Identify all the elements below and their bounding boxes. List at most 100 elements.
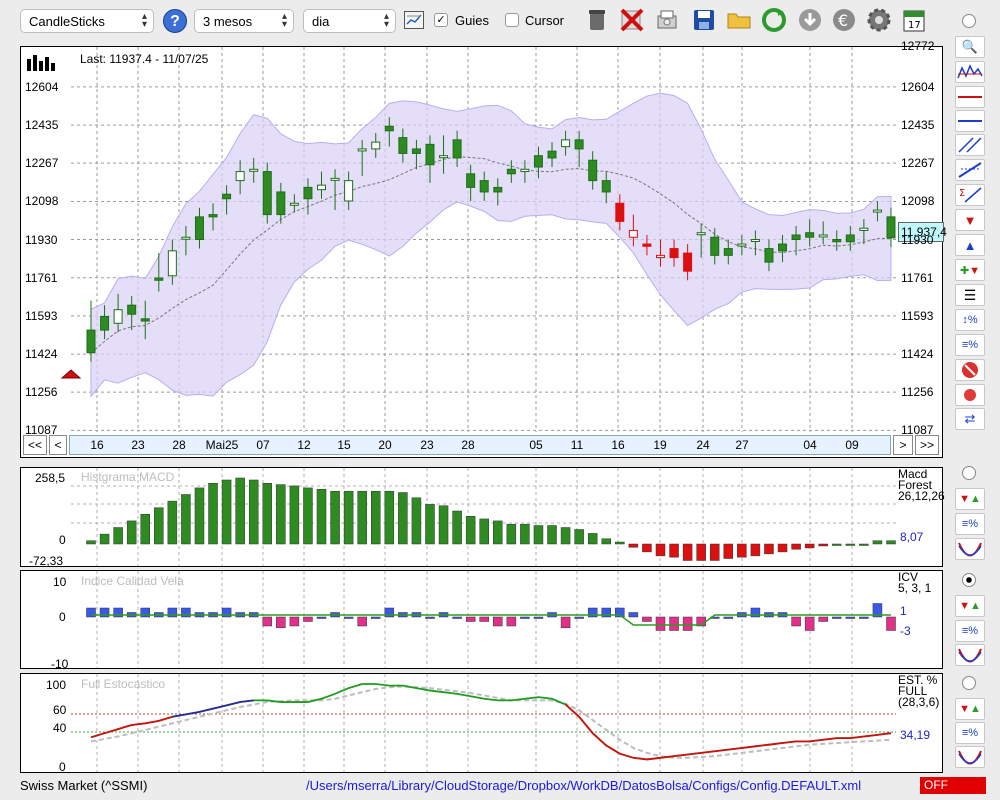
- stoch-arrows-button[interactable]: ▼▲: [955, 698, 985, 720]
- scale-percent-button[interactable]: ↕%: [955, 309, 985, 331]
- last-price-label: Last: 11937.4 - 11/07/25: [80, 52, 209, 66]
- price-chart-panel[interactable]: Last: 11937.4 - 11/07/25 11.937,4 << < >…: [20, 39, 947, 458]
- nav-next-button[interactable]: >: [893, 435, 913, 455]
- candle-body: [791, 234, 801, 240]
- chart-type-select[interactable]: CandleSticks ▴ ▾: [20, 9, 154, 33]
- guides-checkbox[interactable]: ✓: [434, 13, 448, 27]
- sync-icon: ⇄: [964, 411, 976, 426]
- macd-bar: [113, 527, 123, 545]
- candle-body: [357, 148, 367, 152]
- macd-bar: [208, 483, 218, 545]
- delete-icon[interactable]: [618, 6, 646, 34]
- horizontal-line-blue-button[interactable]: [955, 110, 985, 132]
- y-axis-label: 12604: [901, 79, 935, 94]
- off-status-badge[interactable]: OFF: [920, 777, 986, 794]
- icv-percent-button[interactable]: ≡%: [955, 620, 985, 642]
- icv-chart-svg[interactable]: [21, 571, 942, 668]
- config-path-link[interactable]: /Users/mserra/Library/CloudStorage/Dropb…: [306, 778, 862, 793]
- icv-panel[interactable]: Indice Calidad Vela 10 0 -10 ICV 5, 3, 1 …: [20, 570, 943, 671]
- y-axis-label: 11256: [25, 385, 58, 400]
- trendline-tool-button[interactable]: [955, 159, 985, 181]
- x-axis-label: 24: [696, 438, 710, 452]
- macd-bar: [859, 543, 869, 546]
- print-icon[interactable]: [653, 6, 681, 34]
- stoch-curve-button[interactable]: [955, 746, 985, 768]
- interval-select[interactable]: dia ▴ ▾: [303, 9, 396, 33]
- cursor-checkbox[interactable]: [505, 13, 519, 27]
- macd-percent-button[interactable]: ≡%: [955, 513, 985, 535]
- lines-percent-button[interactable]: ≡%: [955, 334, 985, 356]
- y-axis-label: 11256: [901, 385, 934, 400]
- stoch-legend-1: EST. %: [898, 673, 938, 687]
- open-folder-icon[interactable]: [725, 6, 753, 34]
- chart-settings-icon[interactable]: [404, 11, 424, 29]
- icv-panel-radio[interactable]: [962, 573, 976, 587]
- icv-bar: [493, 616, 503, 627]
- candle-body: [330, 177, 340, 181]
- period-select[interactable]: 3 mesos ▴ ▾: [194, 9, 294, 33]
- fibonacci-tool-button[interactable]: Σ: [955, 184, 985, 206]
- icv-bar: [642, 616, 652, 622]
- candle-body: [764, 248, 774, 263]
- icv-bar: [384, 607, 395, 618]
- price-chart-svg[interactable]: [21, 47, 942, 457]
- stop-button[interactable]: [955, 359, 985, 381]
- channel-tool-button[interactable]: [955, 134, 985, 156]
- grid-lines-button[interactable]: ☰: [955, 284, 985, 306]
- indicator-tool-button[interactable]: [955, 61, 985, 83]
- currency-icon[interactable]: €: [830, 6, 858, 34]
- zoom-tool-button[interactable]: 🔍: [955, 36, 985, 58]
- macd-bar: [642, 543, 652, 553]
- icv-curve-button[interactable]: [955, 644, 985, 666]
- help-icon[interactable]: ?: [163, 9, 187, 33]
- stoch-legend-3: (28,3,6): [898, 695, 940, 709]
- sync-button[interactable]: ⇄: [955, 408, 985, 430]
- x-axis-label: 05: [529, 438, 543, 452]
- macd-chart-svg[interactable]: [21, 468, 942, 566]
- candle-body: [384, 125, 394, 132]
- stochastic-panel[interactable]: Full Estocastico 100 60 40 0 EST. % FULL(…: [20, 673, 943, 774]
- candle-body: [547, 150, 557, 159]
- buy-signal-button[interactable]: ▲: [955, 234, 985, 256]
- macd-curve-button[interactable]: [955, 538, 985, 560]
- y-axis-label: 11424: [901, 347, 934, 362]
- arrows-icon: ▼▲: [959, 600, 981, 612]
- nav-last-button[interactable]: >>: [915, 435, 939, 455]
- main-panel-radio[interactable]: [962, 14, 976, 28]
- macd-panel-radio[interactable]: [962, 466, 976, 480]
- save-icon[interactable]: [690, 6, 718, 34]
- settings-icon[interactable]: [865, 6, 893, 34]
- candle-body: [289, 202, 299, 206]
- macd-bar: [235, 477, 245, 545]
- icv-bar: [818, 616, 828, 622]
- sell-signal-button[interactable]: ▼: [955, 209, 985, 231]
- candle-body: [140, 318, 150, 322]
- horizontal-line-red-button[interactable]: [955, 86, 985, 108]
- curve-icon: [958, 648, 982, 663]
- icv-arrows-button[interactable]: ▼▲: [955, 595, 985, 617]
- candle-body: [181, 236, 191, 240]
- stoch-panel-radio[interactable]: [962, 676, 976, 690]
- nav-first-button[interactable]: <<: [23, 435, 47, 455]
- time-scrollbar[interactable]: [69, 435, 891, 455]
- icv-bar: [750, 607, 761, 618]
- trash-icon[interactable]: [583, 6, 611, 34]
- candle-body: [655, 254, 665, 259]
- signals-tool-button[interactable]: ✚▼: [955, 259, 985, 281]
- stoch-ytick-40: 40: [53, 721, 67, 735]
- stochastic-chart-svg[interactable]: [21, 674, 942, 772]
- candle-body: [167, 250, 177, 277]
- arrows-icon: ▼▲: [959, 703, 981, 715]
- stoch-percent-button[interactable]: ≡%: [955, 722, 985, 744]
- macd-panel[interactable]: Histgrama MACD 258,5 0 -72,33 Macd Forest…: [20, 467, 945, 568]
- icv-bar: [86, 607, 96, 618]
- calendar-icon[interactable]: 17: [900, 6, 928, 34]
- candle-body: [439, 155, 449, 159]
- nav-prev-button[interactable]: <: [49, 435, 67, 455]
- macd-arrows-button[interactable]: ▼▲: [955, 488, 985, 510]
- macd-bar: [140, 514, 150, 545]
- record-button[interactable]: [955, 384, 985, 406]
- refresh-icon[interactable]: [760, 6, 788, 34]
- download-icon[interactable]: [796, 6, 824, 34]
